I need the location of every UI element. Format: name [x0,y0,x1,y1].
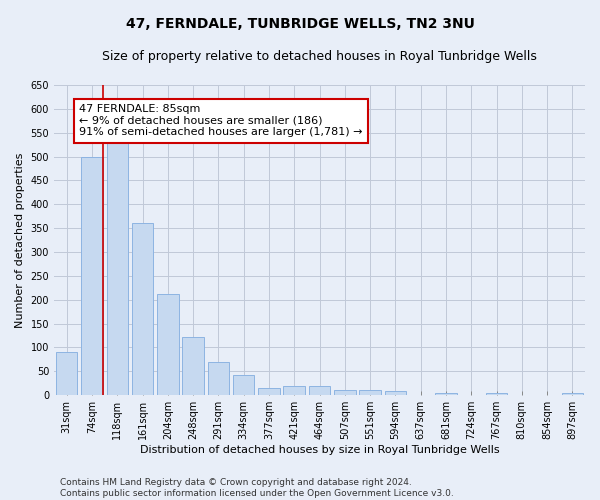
Bar [486,393,507,395]
Bar [435,393,457,395]
Text: 47 FERNDALE: 85sqm
← 9% of detached houses are smaller (186)
91% of semi-detache: 47 FERNDALE: 85sqm ← 9% of detached hous… [79,104,363,138]
Y-axis label: Number of detached properties: Number of detached properties [15,152,25,328]
Bar [107,142,128,395]
Bar [56,352,77,395]
X-axis label: Distribution of detached houses by size in Royal Tunbridge Wells: Distribution of detached houses by size … [140,445,499,455]
Bar [132,224,153,395]
Bar [359,390,381,395]
Title: Size of property relative to detached houses in Royal Tunbridge Wells: Size of property relative to detached ho… [102,50,537,63]
Bar [208,362,229,395]
Bar [182,337,204,395]
Bar [309,386,330,395]
Bar [258,388,280,395]
Bar [334,390,356,395]
Text: 47, FERNDALE, TUNBRIDGE WELLS, TN2 3NU: 47, FERNDALE, TUNBRIDGE WELLS, TN2 3NU [125,18,475,32]
Bar [283,386,305,395]
Bar [233,374,254,395]
Bar [157,294,179,395]
Text: Contains HM Land Registry data © Crown copyright and database right 2024.
Contai: Contains HM Land Registry data © Crown c… [60,478,454,498]
Bar [385,392,406,395]
Bar [81,156,103,395]
Bar [562,393,583,395]
